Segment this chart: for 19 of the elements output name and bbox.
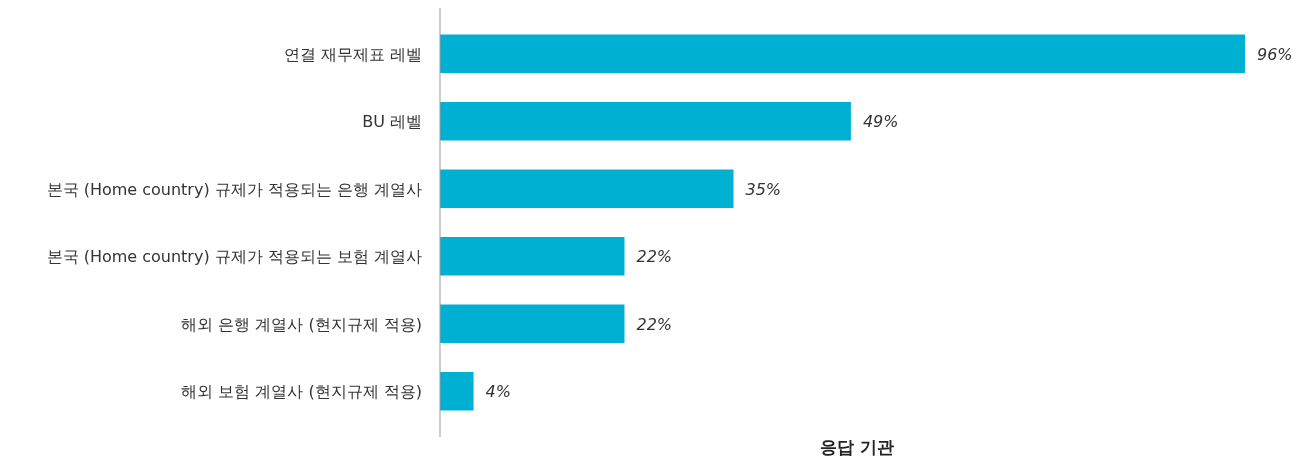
- bar: [440, 169, 734, 208]
- bar: [440, 372, 474, 411]
- y-tick-label: BU 레벨: [362, 112, 422, 132]
- y-tick-label: 연결 재무제표 레벨: [283, 44, 422, 64]
- y-tick-label: 해외 보험 계열사 (현지규제 적용): [181, 382, 422, 402]
- data-label: 49%: [862, 112, 899, 132]
- data-label: 22%: [636, 314, 673, 334]
- data-label: 22%: [636, 247, 673, 267]
- bar: [440, 304, 625, 343]
- bar: [440, 34, 1245, 73]
- bar: [440, 102, 851, 141]
- y-tick-label: 해외 은행 계열사 (현지규제 적용): [181, 314, 422, 334]
- data-label: 96%: [1257, 44, 1293, 64]
- y-tick-label: 본국 (Home country) 규제가 적용되는 은행 계열사: [46, 179, 422, 199]
- y-tick-label: 본국 (Home country) 규제가 적용되는 보험 계열사: [46, 247, 422, 267]
- bar: [440, 237, 625, 276]
- data-label: 35%: [745, 179, 782, 199]
- x-axis-title: 응답 기관: [820, 437, 894, 457]
- data-label: 4%: [485, 382, 511, 402]
